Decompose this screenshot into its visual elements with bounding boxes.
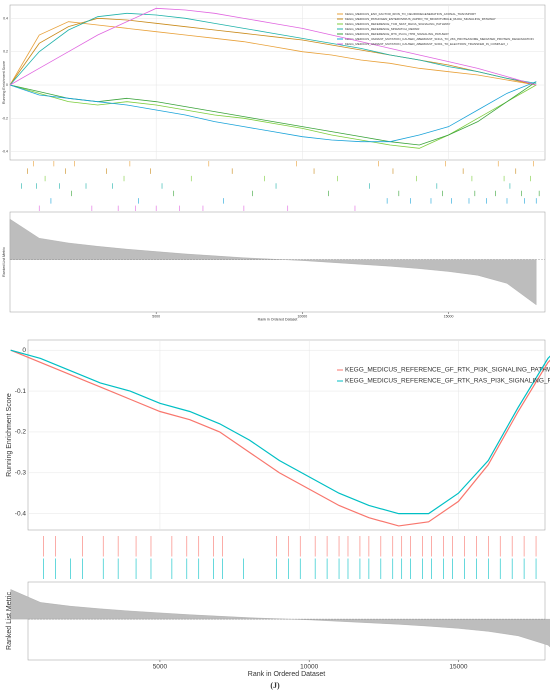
y-tick-label: -0.2 [15,429,27,436]
legend-label: KEGG_MEDICUS_REFERENCE_GF_RTK_RAS_PI3K_S… [345,378,550,385]
legend-label: KEGG_MEDICUS_REFERENCE_TCR_NFAT_RHOA_SIG… [345,22,450,26]
y-tick-label: 0 [6,83,8,87]
x-tick-label: 10000 [297,314,307,318]
y-tick-label: -0.2 [2,116,8,120]
x-axis-title: Rank in Ordered Dataset [258,318,298,322]
y-tick-label: -0.4 [2,150,8,154]
legend-label: KEGG_MEDICUS_REFERENCE_GF_RTK_PI3K_SIGNA… [345,367,550,374]
caption: (J) [270,681,280,690]
legend-label: KEGG_MEDICUS_VARIANT_MUTATION_CAUSED_ABE… [345,37,534,41]
es-panel [27,339,546,531]
y-tick-label: -0.3 [15,470,27,477]
y-tick-label: -0.4 [15,510,27,517]
metric-axis-title: Ranked List Metric [2,247,6,277]
legend-label: KEGG_MEDICUS_VARIANT_MUTATION_CAUSED_ABE… [345,42,508,46]
es-line [9,12,537,86]
x-tick-label: 15000 [444,314,454,318]
es-line [9,17,537,86]
metric-axis-title: Ranked List Metric [6,592,13,650]
y-axis-title: Running Enrichment Score [2,61,6,104]
y-tick-label: 0.2 [3,50,8,54]
legend-label: KEGG_MEDICUS_REFERENCE_RTK_PLCG_ITPR_SIG… [345,32,449,36]
es-line [9,21,537,86]
es-line [9,7,537,86]
es-line [9,81,537,143]
y-tick-label: 0 [22,347,26,354]
x-tick-label: 5000 [153,663,168,670]
legend-label: KEGG_MEDICUS_ENV_FACTOR_IRON_TO_NEURODEG… [345,12,476,16]
y-tick-label: -0.1 [15,388,27,395]
legend-label: KEGG_MEDICUS_PATHOGEN_ENTEROVIRUS_2APRO_… [345,17,496,21]
es-line [10,349,550,527]
es-line [10,349,550,515]
y-axis-title: Running Enrichment Score [6,393,13,477]
metric-area [10,589,550,648]
x-tick-label: 15000 [449,663,467,670]
legend-label: KEGG_MEDICUS_REFERENCE_MISMATCH_REPAIR [345,27,420,31]
x-axis-title: Rank in Ordered Dataset [248,671,325,678]
metric-area [9,218,537,306]
y-tick-label: 0.4 [3,16,8,20]
x-tick-label: 5000 [152,314,160,318]
es-panel [9,4,546,161]
x-tick-label: 10000 [300,663,318,670]
